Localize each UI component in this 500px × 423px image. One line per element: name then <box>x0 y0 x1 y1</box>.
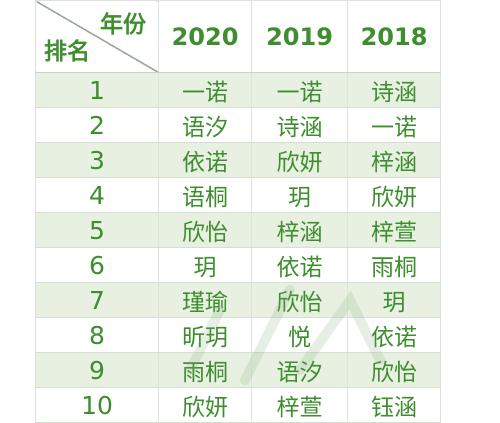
name-cell: 依诺 <box>347 317 441 353</box>
name-cell: 梓萱 <box>251 387 348 423</box>
corner-header-cell: 年份 排名 <box>35 0 159 73</box>
header-row: 年份 排名 2020 2019 2018 <box>35 0 441 73</box>
name-cell: 钰涵 <box>347 387 441 423</box>
rank-cell: 10 <box>35 387 159 423</box>
name-cell: 瑾瑜 <box>158 282 252 318</box>
table-row: 8 昕玥悦依诺 <box>35 317 441 353</box>
table-row: 6 玥依诺 雨桐 <box>35 247 441 283</box>
rank-cell: 2 <box>35 107 159 143</box>
name-cell: 欣妍 <box>347 177 441 213</box>
column-header-2020: 2020 <box>158 0 252 73</box>
name-cell: 欣怡 <box>347 352 441 388</box>
table-row: 10 欣妍 梓萱 钰涵 <box>35 387 441 423</box>
table-row: 5 欣怡 梓涵 梓萱 <box>35 212 441 248</box>
name-cell: 玥 <box>251 177 348 213</box>
table-row: 3 依诺 欣妍 梓涵 <box>35 142 441 178</box>
table-row: 9 雨桐 语汐 欣怡 <box>35 352 441 388</box>
rank-cell: 5 <box>35 212 159 248</box>
name-cell: 欣怡 <box>251 282 348 318</box>
rank-cell: 4 <box>35 177 159 213</box>
name-cell: 悦 <box>251 317 348 353</box>
name-cell: 梓萱 <box>347 212 441 248</box>
name-cell: 欣怡 <box>158 212 252 248</box>
rank-axis-label: 排名 <box>44 39 90 65</box>
rank-cell: 1 <box>35 72 159 108</box>
name-cell: 一诺 <box>251 72 348 108</box>
year-axis-label: 年份 <box>100 12 146 38</box>
name-cell: 依诺 <box>251 247 348 283</box>
name-cell: 雨桐 <box>347 247 441 283</box>
name-cell: 梓涵 <box>347 142 441 178</box>
name-cell: 玥 <box>158 247 252 283</box>
table-row: 2 语汐 诗涵 一诺 <box>35 107 441 143</box>
table-row: 1 一诺 一诺 诗涵 <box>35 72 441 108</box>
rank-cell: 3 <box>35 142 159 178</box>
rank-cell: 6 <box>35 247 159 283</box>
name-cell: 欣妍 <box>158 387 252 423</box>
ranking-table-container: 年份 排名 2020 2019 2018 1 一诺 一诺 诗涵 2 语汐 诗涵 一诺 3 依诺 欣妍… <box>35 0 441 423</box>
name-cell: 欣妍 <box>251 142 348 178</box>
table-row: 7 瑾瑜 欣怡玥 <box>35 282 441 318</box>
name-cell: 玥 <box>347 282 441 318</box>
rank-cell: 7 <box>35 282 159 318</box>
name-cell: 雨桐 <box>158 352 252 388</box>
name-ranking-table: 年份 排名 2020 2019 2018 1 一诺 一诺 诗涵 2 语汐 诗涵 一诺 3 依诺 欣妍… <box>35 0 441 423</box>
name-cell: 依诺 <box>158 142 252 178</box>
name-cell: 一诺 <box>158 72 252 108</box>
column-header-2018: 2018 <box>347 0 441 73</box>
name-cell: 昕玥 <box>158 317 252 353</box>
rank-cell: 8 <box>35 317 159 353</box>
table-row: 4 语桐玥欣妍 <box>35 177 441 213</box>
name-cell: 诗涵 <box>347 72 441 108</box>
name-cell: 梓涵 <box>251 212 348 248</box>
name-cell: 语汐 <box>251 352 348 388</box>
name-cell: 语汐 <box>158 107 252 143</box>
name-cell: 诗涵 <box>251 107 348 143</box>
rank-cell: 9 <box>35 352 159 388</box>
name-cell: 一诺 <box>347 107 441 143</box>
column-header-2019: 2019 <box>251 0 348 73</box>
name-cell: 语桐 <box>158 177 252 213</box>
